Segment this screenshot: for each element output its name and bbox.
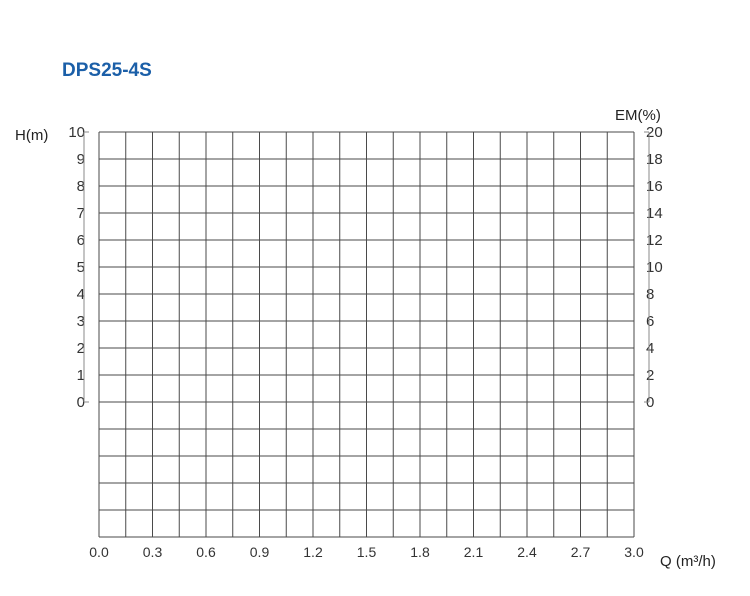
svg-text:Q (m³/h): Q (m³/h) [660, 553, 716, 570]
svg-text:6: 6 [646, 313, 654, 330]
svg-text:H(m): H(m) [15, 127, 48, 144]
svg-text:1.5: 1.5 [357, 544, 377, 560]
svg-text:0.9: 0.9 [250, 544, 270, 560]
svg-text:0.6: 0.6 [196, 544, 216, 560]
svg-text:4: 4 [646, 340, 654, 357]
svg-text:0.0: 0.0 [89, 544, 109, 560]
svg-text:3.0: 3.0 [624, 544, 644, 560]
svg-text:2.7: 2.7 [571, 544, 591, 560]
svg-text:10: 10 [68, 124, 85, 141]
svg-text:2: 2 [646, 367, 654, 384]
svg-text:1.2: 1.2 [303, 544, 323, 560]
svg-text:2.1: 2.1 [464, 544, 484, 560]
svg-text:1.8: 1.8 [410, 544, 430, 560]
svg-text:0.3: 0.3 [143, 544, 163, 560]
svg-text:EM(%): EM(%) [615, 107, 661, 124]
svg-text:2.4: 2.4 [517, 544, 537, 560]
svg-text:DPS25-4S: DPS25-4S [62, 60, 152, 81]
svg-text:8: 8 [646, 286, 654, 303]
